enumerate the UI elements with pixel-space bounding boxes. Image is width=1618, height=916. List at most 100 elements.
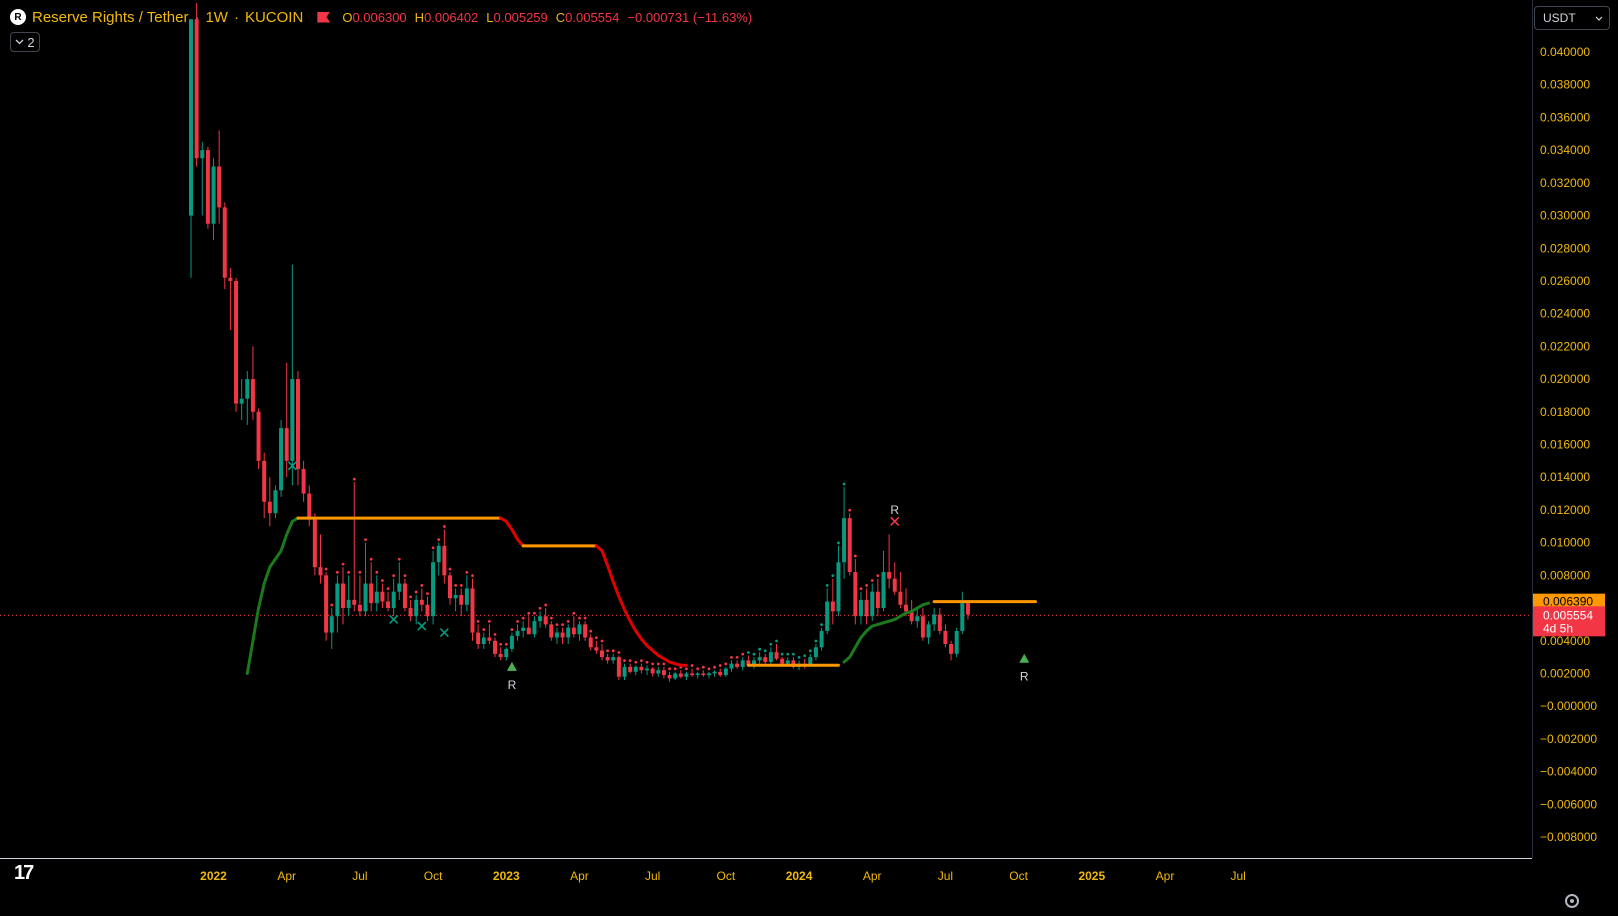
candle-body xyxy=(847,518,852,573)
ohlc-readout: O0.006300 H0.006402 L0.005259 C0.005554 … xyxy=(342,10,752,25)
candle-body xyxy=(408,608,413,617)
candle-body xyxy=(842,518,847,563)
candle-body xyxy=(628,666,633,672)
trend-dot xyxy=(538,606,542,610)
candle-body xyxy=(920,616,925,638)
currency-select[interactable]: USDT xyxy=(1534,6,1610,30)
gear-icon[interactable] xyxy=(1565,894,1579,908)
high-value: 0.006402 xyxy=(424,9,479,25)
trend-dot xyxy=(786,652,790,656)
candle-body xyxy=(673,673,678,679)
price-tick-label: −0.000000 xyxy=(1540,699,1597,713)
trend-dot xyxy=(589,629,593,633)
candle-body xyxy=(453,594,458,599)
trend-dot xyxy=(471,574,474,578)
trend-dot xyxy=(651,662,655,666)
candle-body xyxy=(284,428,289,461)
candle-body xyxy=(785,660,790,664)
candle-body xyxy=(374,591,379,604)
price-tick-label: −0.006000 xyxy=(1540,797,1597,811)
trend-dot xyxy=(527,611,531,615)
trend-dot xyxy=(533,611,536,615)
trend-dot xyxy=(448,567,452,571)
time-tick-label: 2022 xyxy=(200,869,227,883)
candle-body xyxy=(836,562,841,612)
trend-dot xyxy=(459,584,463,587)
trend-dot xyxy=(848,508,852,512)
time-tick-label: Jul xyxy=(352,869,367,883)
candle-body xyxy=(870,591,875,617)
interval-label[interactable]: 1W xyxy=(205,8,228,26)
candle-body xyxy=(459,594,464,605)
price-axis-border xyxy=(1532,0,1533,858)
trend-dot xyxy=(775,639,778,643)
trend-dot xyxy=(381,579,384,582)
price-tick-label: 0.002000 xyxy=(1540,666,1590,680)
trend-dot xyxy=(831,574,835,578)
candle-body xyxy=(419,599,424,605)
time-tick-label: Oct xyxy=(1009,869,1028,883)
close-value: 0.005554 xyxy=(565,9,620,25)
chevron-down-icon xyxy=(15,39,24,45)
trend-dot xyxy=(544,603,548,607)
exchange-label[interactable]: KUCOIN xyxy=(244,8,304,26)
trend-dot xyxy=(375,570,379,574)
resistance-price-badge xyxy=(1533,593,1605,610)
candle-body xyxy=(234,280,239,404)
trend-dot xyxy=(724,662,728,666)
trend-dot xyxy=(521,616,525,620)
low-key: L xyxy=(486,9,494,25)
time-axis-border xyxy=(0,858,1532,859)
trend-dot xyxy=(369,557,373,561)
candle-body xyxy=(656,670,661,674)
trend-dot xyxy=(769,642,773,646)
candle-body xyxy=(329,616,334,633)
time-tick-label: Oct xyxy=(424,869,443,883)
trend-dot xyxy=(685,667,688,671)
candle-body xyxy=(312,518,317,568)
price-tick-label: 0.004000 xyxy=(1540,634,1590,648)
trend-dot xyxy=(358,570,362,574)
candle-body xyxy=(881,572,886,609)
price-tick-label: −0.008000 xyxy=(1540,830,1597,844)
candle-body xyxy=(774,652,779,659)
trend-dot xyxy=(583,616,587,620)
trend-dot xyxy=(606,649,610,653)
candle-body xyxy=(217,166,222,208)
symbol-title[interactable]: Reserve Rights / Tether xyxy=(32,8,189,26)
candle-body xyxy=(521,627,526,631)
trend-dot xyxy=(454,584,458,587)
candle-body xyxy=(509,635,514,649)
candle-body xyxy=(954,630,959,654)
price-tick-label: 0.010000 xyxy=(1540,536,1590,550)
candle-body xyxy=(605,657,610,661)
resistance-line xyxy=(594,544,688,667)
trend-dot xyxy=(431,546,435,550)
candle-body xyxy=(684,673,689,677)
title-separator-2: · xyxy=(233,8,239,26)
candle-body xyxy=(611,657,616,661)
candle-body xyxy=(763,657,768,663)
candle-body xyxy=(352,599,357,605)
candle-body xyxy=(256,411,261,461)
chart-header: R Reserve Rights / Tether · 1W · KUCOIN … xyxy=(10,6,752,28)
tradingview-logo-icon[interactable]: 17 xyxy=(14,862,34,884)
trend-dot xyxy=(853,554,857,558)
candle-body xyxy=(211,166,216,224)
candle-body xyxy=(729,663,734,669)
signal-x-marker xyxy=(389,614,399,625)
candle-body xyxy=(290,379,295,461)
indicators-toggle-button[interactable]: 2 xyxy=(10,32,40,52)
trend-dot xyxy=(701,665,705,669)
trend-dot xyxy=(510,628,514,631)
price-tick-label: 0.028000 xyxy=(1540,241,1590,255)
trend-dot xyxy=(572,611,576,615)
candle-body xyxy=(960,603,965,631)
candle-body xyxy=(594,647,599,651)
candle-body xyxy=(830,601,835,612)
trend-dot xyxy=(797,655,801,659)
chevron-down-icon xyxy=(1595,16,1603,21)
candle-body xyxy=(926,624,931,638)
flag-icon[interactable] xyxy=(317,11,331,23)
